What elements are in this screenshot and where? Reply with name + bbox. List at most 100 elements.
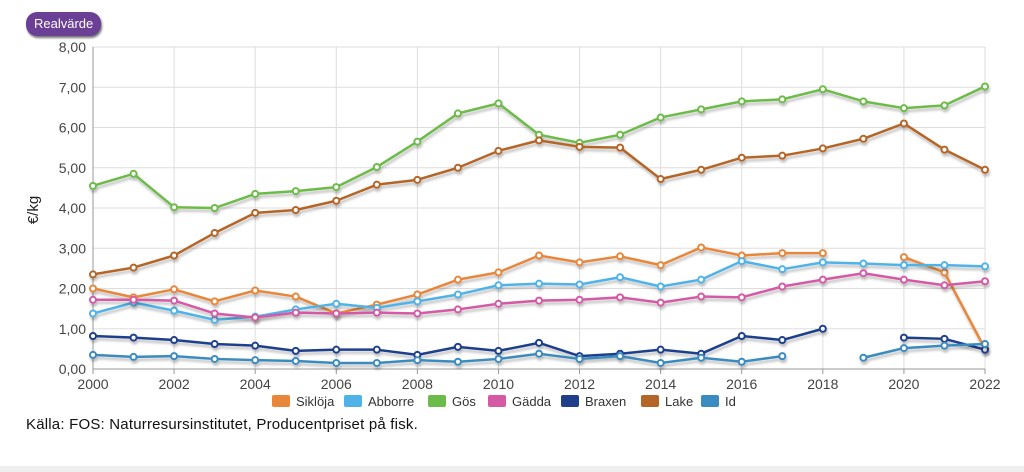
- data-point[interactable]: [372, 180, 381, 189]
- data-point[interactable]: [940, 261, 949, 270]
- data-point[interactable]: [778, 352, 787, 361]
- data-point[interactable]: [291, 356, 300, 365]
- data-point[interactable]: [859, 259, 868, 268]
- data-point[interactable]: [656, 358, 665, 367]
- data-point[interactable]: [697, 275, 706, 284]
- data-point[interactable]: [453, 290, 462, 299]
- data-point[interactable]: [535, 349, 543, 358]
- data-point[interactable]: [210, 354, 219, 363]
- series-abborre[interactable]: [89, 257, 989, 324]
- data-point[interactable]: [251, 356, 260, 365]
- data-point[interactable]: [494, 281, 503, 290]
- data-point[interactable]: [778, 282, 787, 291]
- data-point[interactable]: [697, 105, 706, 114]
- data-point[interactable]: [291, 346, 300, 355]
- data-point[interactable]: [737, 97, 746, 106]
- data-point[interactable]: [494, 299, 503, 308]
- series-gös[interactable]: [89, 82, 989, 212]
- data-point[interactable]: [656, 175, 665, 184]
- data-point[interactable]: [170, 306, 179, 315]
- data-point[interactable]: [129, 333, 138, 342]
- data-point[interactable]: [981, 82, 989, 91]
- data-point[interactable]: [616, 252, 625, 261]
- data-point[interactable]: [170, 203, 179, 212]
- data-point[interactable]: [129, 295, 138, 304]
- data-point[interactable]: [616, 352, 625, 361]
- data-point[interactable]: [981, 277, 989, 286]
- data-point[interactable]: [899, 275, 908, 284]
- data-point[interactable]: [372, 358, 381, 367]
- data-point[interactable]: [535, 251, 543, 260]
- data-point[interactable]: [372, 345, 381, 354]
- data-point[interactable]: [616, 130, 625, 139]
- data-point[interactable]: [940, 145, 949, 154]
- data-point[interactable]: [210, 204, 219, 212]
- data-point[interactable]: [981, 262, 989, 271]
- legend-item-id[interactable]: Id: [701, 394, 736, 409]
- data-point[interactable]: [89, 350, 97, 359]
- data-point[interactable]: [291, 206, 300, 215]
- data-point[interactable]: [818, 85, 827, 94]
- data-point[interactable]: [778, 336, 787, 345]
- data-point[interactable]: [413, 309, 422, 318]
- data-point[interactable]: [859, 97, 868, 106]
- data-point[interactable]: [453, 275, 462, 284]
- data-point[interactable]: [575, 280, 584, 289]
- data-point[interactable]: [656, 113, 665, 122]
- data-point[interactable]: [413, 290, 422, 299]
- data-point[interactable]: [818, 258, 827, 267]
- data-point[interactable]: [818, 275, 827, 284]
- legend-item-lake[interactable]: Lake: [641, 394, 693, 409]
- data-point[interactable]: [818, 324, 827, 333]
- series-id[interactable]: [89, 340, 989, 367]
- series-braxen[interactable]: [89, 324, 989, 361]
- data-point[interactable]: [210, 340, 219, 349]
- data-point[interactable]: [413, 356, 422, 365]
- data-point[interactable]: [210, 228, 219, 237]
- data-point[interactable]: [291, 308, 300, 317]
- data-point[interactable]: [170, 296, 179, 305]
- data-point[interactable]: [129, 169, 138, 178]
- data-point[interactable]: [494, 354, 503, 363]
- data-point[interactable]: [940, 101, 949, 110]
- data-point[interactable]: [494, 268, 503, 277]
- data-point[interactable]: [129, 352, 138, 361]
- data-point[interactable]: [210, 297, 219, 306]
- data-point[interactable]: [89, 284, 97, 293]
- data-point[interactable]: [413, 137, 422, 146]
- data-point[interactable]: [332, 299, 341, 308]
- data-point[interactable]: [251, 208, 260, 217]
- data-point[interactable]: [332, 345, 341, 354]
- data-point[interactable]: [291, 292, 300, 301]
- legend-item-abborre[interactable]: Abborre: [344, 394, 414, 409]
- data-point[interactable]: [251, 313, 260, 322]
- data-point[interactable]: [210, 315, 219, 324]
- data-point[interactable]: [656, 298, 665, 307]
- data-point[interactable]: [453, 305, 462, 314]
- data-point[interactable]: [332, 309, 341, 318]
- data-point[interactable]: [453, 109, 462, 118]
- data-point[interactable]: [737, 257, 746, 266]
- data-point[interactable]: [332, 196, 341, 205]
- data-point[interactable]: [981, 165, 989, 174]
- data-point[interactable]: [899, 261, 908, 270]
- data-point[interactable]: [778, 151, 787, 160]
- data-point[interactable]: [575, 258, 584, 267]
- data-point[interactable]: [453, 357, 462, 366]
- data-point[interactable]: [535, 279, 543, 288]
- data-point[interactable]: [494, 346, 503, 355]
- data-point[interactable]: [89, 295, 97, 304]
- data-point[interactable]: [697, 243, 706, 252]
- data-point[interactable]: [170, 285, 179, 294]
- data-point[interactable]: [737, 153, 746, 162]
- data-point[interactable]: [697, 165, 706, 174]
- data-point[interactable]: [89, 331, 97, 340]
- data-point[interactable]: [453, 163, 462, 172]
- data-point[interactable]: [940, 268, 949, 277]
- data-point[interactable]: [778, 249, 787, 258]
- data-point[interactable]: [859, 134, 868, 143]
- data-point[interactable]: [535, 338, 543, 347]
- data-point[interactable]: [616, 293, 625, 302]
- data-point[interactable]: [494, 146, 503, 155]
- data-point[interactable]: [332, 183, 341, 192]
